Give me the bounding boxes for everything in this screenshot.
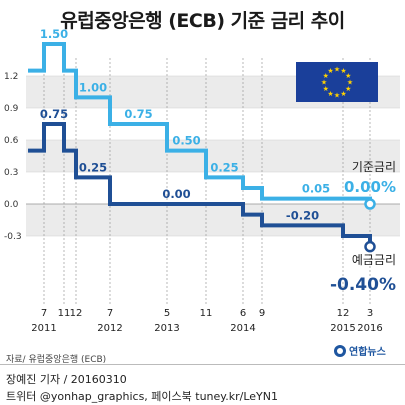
eu-star-icon: ★ [323, 85, 329, 93]
eu-star-icon: ★ [340, 90, 346, 98]
data-label: 0.50 [172, 134, 200, 148]
x-tick-month: 7 [41, 308, 47, 319]
x-tick-month: 9 [259, 308, 265, 319]
data-label: 0.25 [79, 160, 107, 174]
eu-star-icon: ★ [340, 67, 346, 75]
eu-star-icon: ★ [327, 67, 333, 75]
y-tick-label: -0.3 [4, 232, 22, 242]
data-label: 0.25 [210, 160, 238, 174]
series-end-label-deposit: -0.40% [330, 275, 396, 295]
data-label: 0.75 [124, 107, 152, 121]
chart-title: 유럽중앙은행 (ECB) 기준 금리 추이 [60, 10, 345, 32]
series-name-base: 기준금리 [352, 160, 396, 174]
x-tick-month: 7 [107, 308, 113, 319]
series-end-label-base: 0.00% [344, 178, 396, 196]
credit-social: 트위터 @yonhap_graphics, 페이스북 tuney.kr/LeYN… [6, 390, 278, 403]
y-tick-label: 0.0 [4, 200, 19, 210]
eu-star-icon: ★ [345, 72, 351, 80]
eu-flag [296, 62, 378, 102]
eu-star-icon: ★ [323, 72, 329, 80]
yonhap-logo-text: 연합뉴스 [349, 347, 386, 358]
x-tick-year: 2011 [31, 323, 56, 334]
eu-star-icon: ★ [334, 92, 340, 100]
x-tick-month: 12 [337, 308, 350, 319]
x-tick-month: 11 [58, 308, 71, 319]
x-tick-year: 2012 [97, 323, 122, 334]
source-note: 자료/ 유럽중앙은행 (ECB) [6, 355, 107, 365]
series-end-marker [364, 198, 376, 210]
x-tick-month: 12 [70, 308, 83, 319]
x-tick-month: 3 [367, 308, 373, 319]
eu-star-icon: ★ [327, 90, 333, 98]
eu-star-icon: ★ [321, 79, 327, 87]
data-label: 0.75 [40, 107, 68, 121]
y-tick-label: 0.3 [4, 168, 18, 178]
y-tick-label: 0.6 [4, 136, 19, 146]
x-tick-month: 11 [200, 308, 213, 319]
x-tick-year: 2014 [230, 323, 255, 334]
x-tick-month: 5 [164, 308, 170, 319]
series-end-marker [364, 240, 376, 253]
x-tick-month: 6 [240, 308, 246, 319]
x-tick-year: 2016 [357, 323, 382, 334]
y-tick-label: 0.9 [4, 104, 19, 114]
grid-band [26, 140, 400, 172]
eu-star-icon: ★ [347, 79, 353, 87]
grid-band [26, 204, 400, 236]
footer [0, 364, 405, 405]
data-label: -0.20 [286, 208, 319, 222]
series-line [28, 122, 372, 247]
x-tick-year: 2015 [330, 323, 355, 334]
eu-star-icon: ★ [345, 85, 351, 93]
data-label: 1.00 [79, 80, 107, 94]
yonhap-logo-icon [334, 344, 346, 357]
data-label: 0.05 [302, 182, 330, 196]
series-line [28, 42, 372, 204]
data-label: 1.50 [40, 27, 68, 41]
data-label: 0.00 [162, 187, 190, 201]
series-name-deposit: 예금금리 [352, 253, 396, 267]
y-tick-label: 1.2 [4, 72, 18, 82]
x-tick-year: 2013 [154, 323, 179, 334]
eu-star-icon: ★ [334, 66, 340, 74]
credit-author: 장예진 기자 / 20160310 [6, 373, 127, 386]
yonhap-logo: 연합뉴스 [334, 343, 386, 358]
